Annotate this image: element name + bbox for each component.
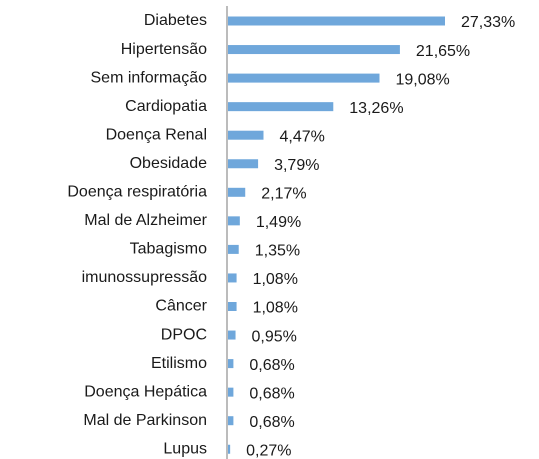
category-label: Cardiopatia [125,98,207,115]
category-label: Mal de Alzheimer [84,212,207,229]
bar [228,216,240,226]
value-label: 1,35% [255,243,300,260]
category-label: Tabagismo [130,241,207,258]
category-label: Doença respiratória [67,184,207,201]
value-label: 0,68% [249,414,294,431]
category-label: Doença Hepática [84,383,207,400]
bar [228,302,237,311]
bar [228,16,446,26]
category-label: Hipertensão [121,41,207,58]
bar [228,73,380,83]
category-label: Câncer [155,298,207,315]
bar [228,273,237,283]
category-label: DPOC [161,326,207,343]
value-label: 0,68% [249,357,294,374]
bar [228,187,246,197]
value-label: 21,65% [416,43,470,60]
value-label: 1,08% [253,300,298,317]
value-label: 1,08% [253,271,298,288]
category-label: Obesidade [130,155,207,172]
bar [228,102,334,112]
category-label: Doença Renal [106,126,207,143]
value-label: 2,17% [261,186,306,203]
value-label: 4,47% [279,128,324,145]
bar [228,130,264,140]
value-label: 1,49% [256,214,301,231]
category-label: Sem informação [91,69,208,86]
category-label: imunossupressão [82,269,208,286]
value-label: 0,27% [246,442,291,459]
value-label: 13,26% [349,100,403,117]
category-label: Lupus [163,440,207,457]
category-label: Mal de Parkinson [83,412,207,429]
value-label: 3,79% [274,157,319,174]
value-label: 0,68% [249,385,294,402]
bar [228,159,259,169]
bar [228,330,236,340]
bar [228,359,234,369]
value-label: 0,95% [252,328,297,345]
bar [228,444,231,454]
category-label: Etilismo [151,355,207,372]
bar [228,45,400,55]
bar [228,244,239,254]
bar [228,387,234,397]
bar [228,416,234,426]
value-label: 19,08% [395,71,449,88]
value-label: 27,33% [461,14,515,31]
category-label: Diabetes [144,12,207,29]
